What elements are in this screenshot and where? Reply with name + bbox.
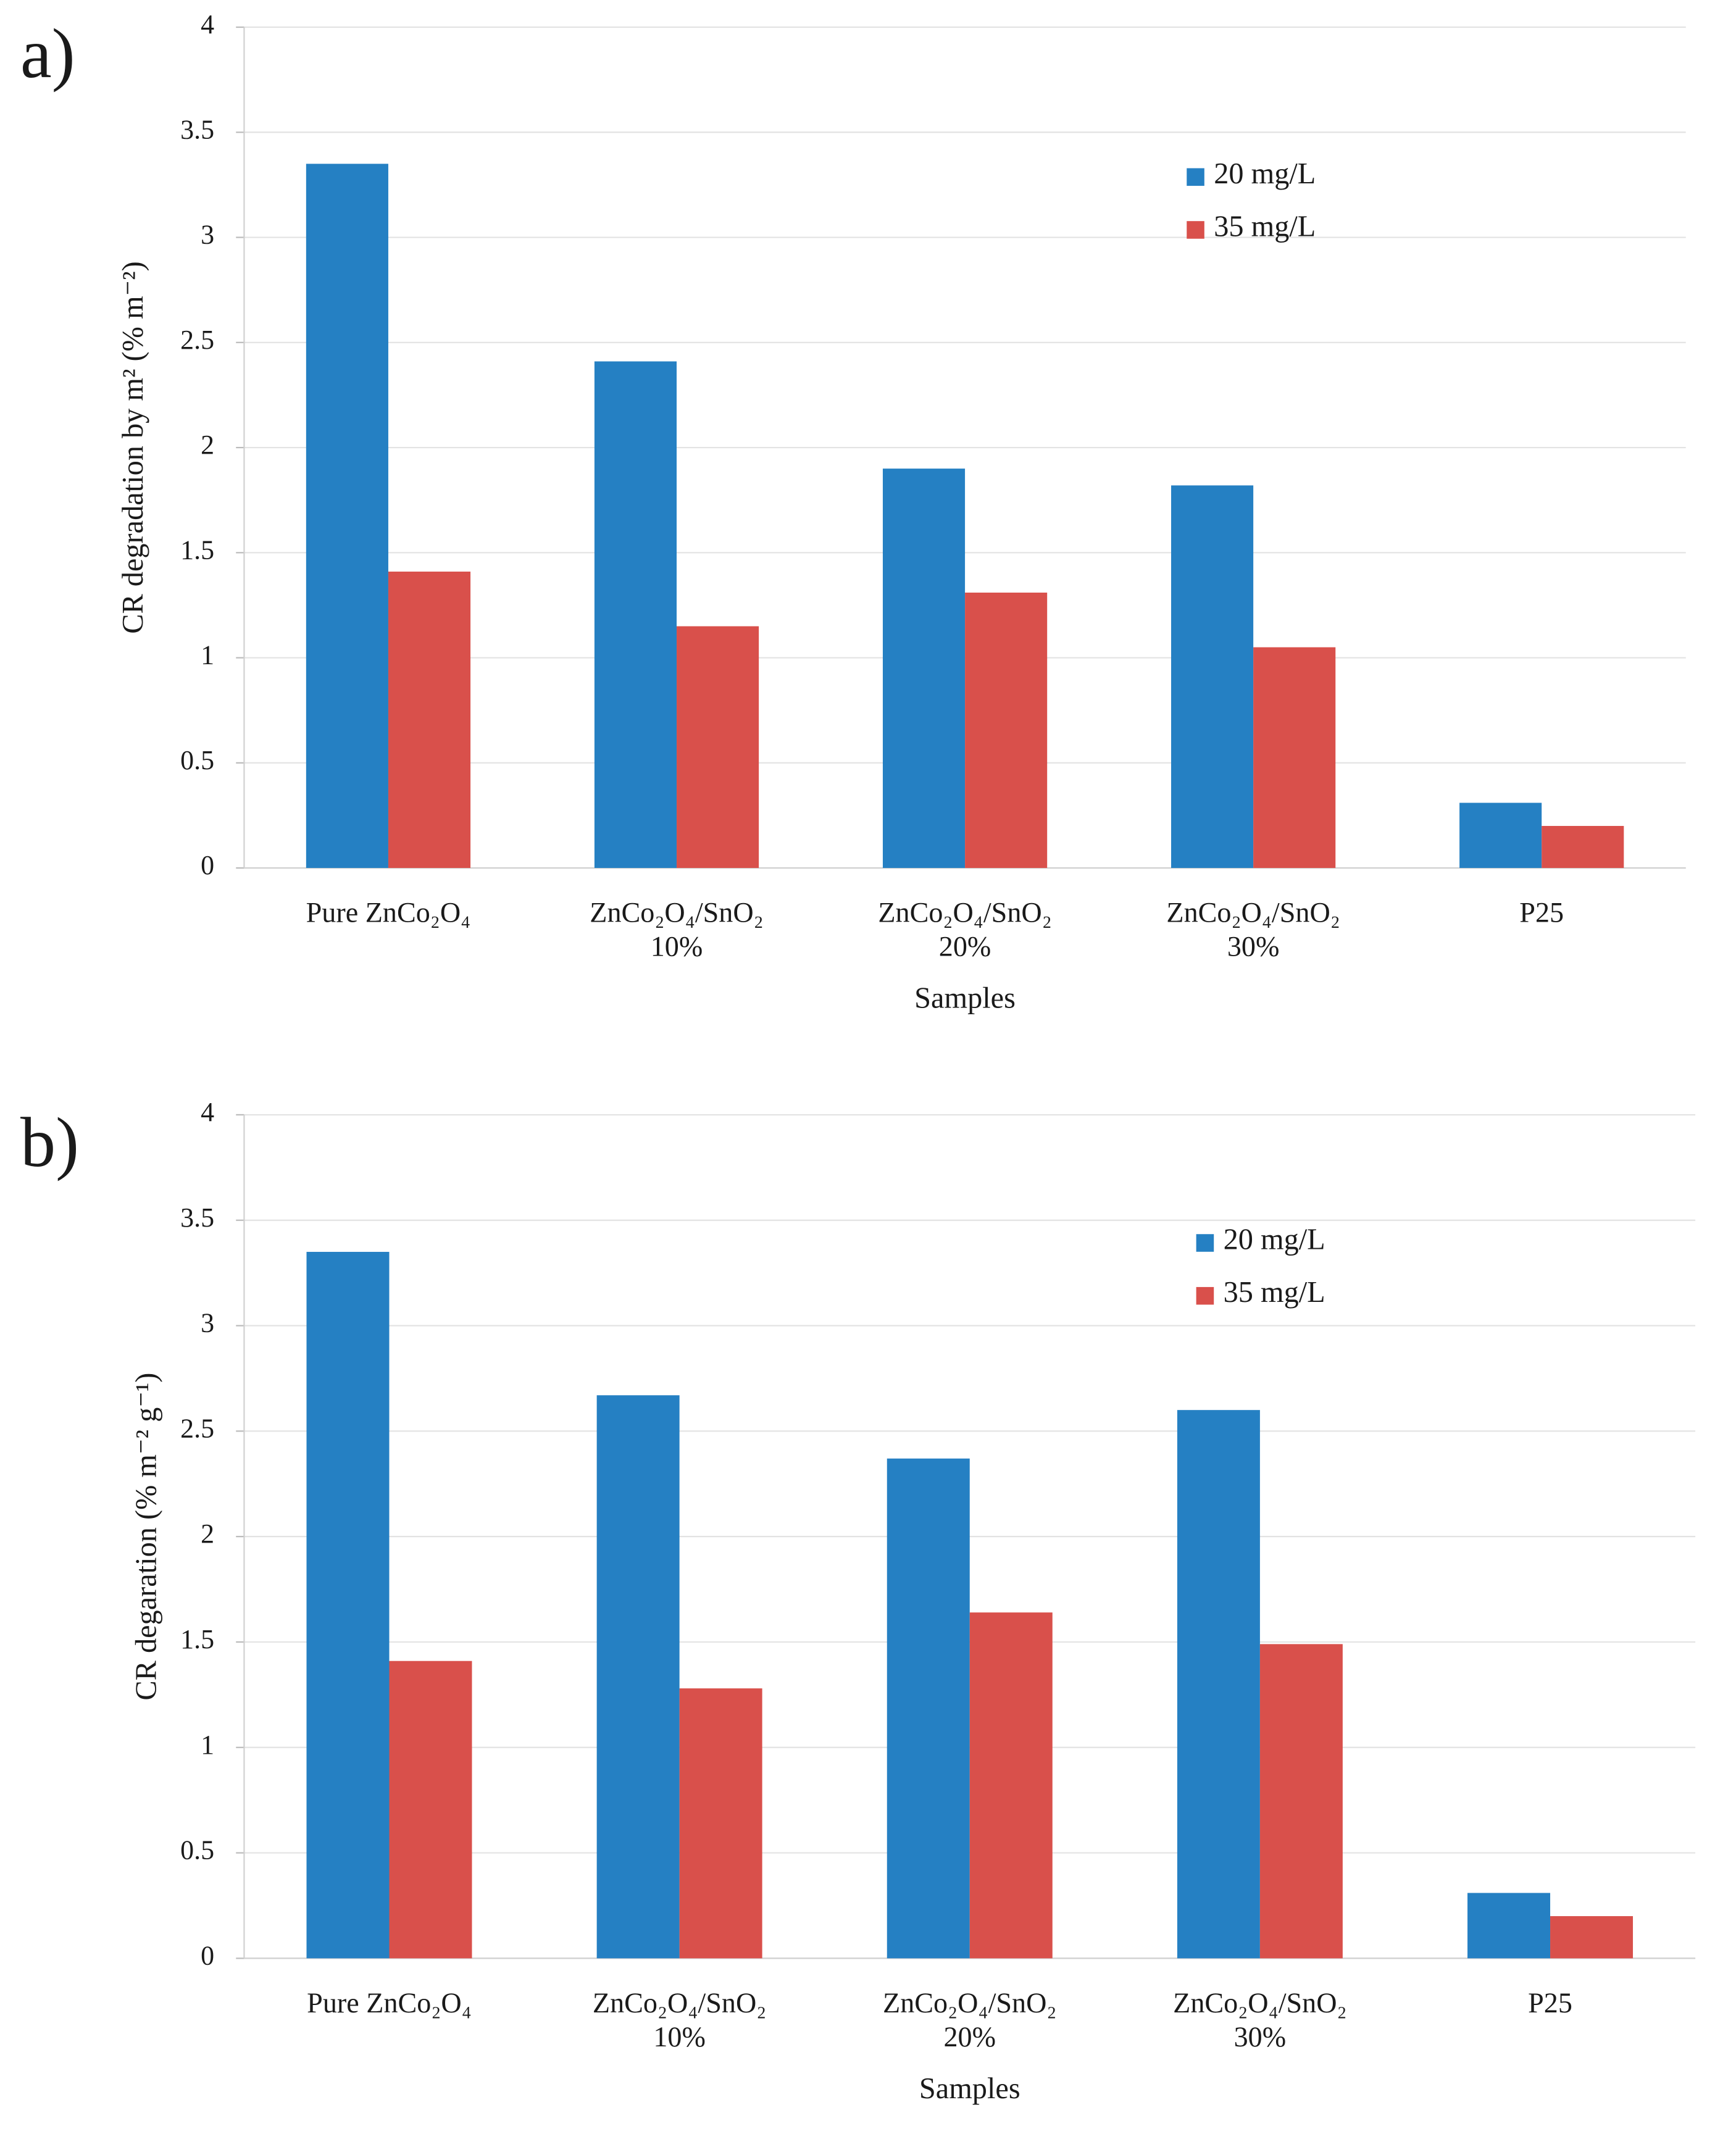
y-tick-label: 2 xyxy=(201,1519,214,1549)
y-tick-label: 2.5 xyxy=(180,1413,214,1443)
x-tick-label: 30% xyxy=(1227,930,1280,962)
legend-swatch xyxy=(1196,1286,1214,1305)
y-tick-label: 1 xyxy=(201,1730,214,1760)
x-tick-label: 30% xyxy=(1234,2021,1287,2053)
x-tick-label: Pure ZnCo₂O₄ xyxy=(306,897,471,928)
y-tick-label: 3.5 xyxy=(180,114,214,144)
x-tick-label: 20% xyxy=(943,2021,996,2053)
legend-label: 20 mg/L xyxy=(1224,1223,1325,1256)
y-tick-label: 0.5 xyxy=(180,1835,214,1865)
legend-swatch xyxy=(1196,1234,1214,1252)
y-tick-label: 4 xyxy=(201,9,214,40)
x-tick-label: ZnCo₂O₄/SnO₂ xyxy=(883,1987,1056,2019)
legend-label: 35 mg/L xyxy=(1224,1276,1325,1309)
y-tick-label: 2 xyxy=(201,430,214,460)
bar xyxy=(965,593,1048,869)
bar xyxy=(1171,485,1254,869)
bar xyxy=(1550,1916,1634,1959)
bar xyxy=(389,1661,472,1959)
y-tick-label: 0.5 xyxy=(180,745,214,775)
y-tick-label: 1 xyxy=(201,640,214,670)
x-tick-label: ZnCo₂O₄/SnO₂ xyxy=(1173,1987,1346,2019)
bar xyxy=(388,571,471,869)
y-tick-label: 0 xyxy=(201,1940,214,1970)
bar xyxy=(679,1688,762,1959)
bar xyxy=(882,469,966,869)
x-tick-label: P25 xyxy=(1528,1987,1572,2019)
y-axis-label: CR degaration (% m⁻² g⁻¹) xyxy=(130,1373,163,1701)
y-tick-label: 3.5 xyxy=(180,1203,214,1233)
legend-label: 20 mg/L xyxy=(1214,157,1316,190)
bar xyxy=(306,1251,390,1959)
x-tick-label: 10% xyxy=(651,930,703,962)
y-tick-label: 1.5 xyxy=(180,1624,214,1654)
bar xyxy=(306,164,388,869)
bar xyxy=(677,626,759,869)
x-axis-label: Samples xyxy=(919,2072,1020,2105)
x-axis-label: Samples xyxy=(914,982,1016,1014)
x-tick-label: P25 xyxy=(1519,897,1564,928)
x-tick-label: ZnCo₂O₄/SnO₂ xyxy=(593,1987,766,2019)
legend-label: 35 mg/L xyxy=(1214,210,1316,243)
panel-label: b) xyxy=(20,1103,79,1182)
y-tick-label: 0 xyxy=(201,850,214,880)
bar xyxy=(969,1612,1053,1959)
bar xyxy=(1177,1410,1260,1959)
x-tick-label: ZnCo₂O₄/SnO₂ xyxy=(878,897,1051,928)
y-tick-label: 2.5 xyxy=(180,325,214,355)
panel-label: a) xyxy=(20,14,75,93)
bar xyxy=(1467,1893,1551,1959)
bar xyxy=(887,1458,970,1959)
x-tick-label: Pure ZnCo₂O₄ xyxy=(307,1987,472,2019)
x-tick-label: 10% xyxy=(653,2021,706,2053)
x-tick-label: 20% xyxy=(939,930,991,962)
legend-swatch xyxy=(1187,168,1204,186)
y-axis-label: CR degradation by m² (% m⁻²) xyxy=(117,261,149,633)
bar xyxy=(1253,647,1336,869)
bar xyxy=(1259,1644,1343,1959)
bar xyxy=(594,361,677,869)
bar xyxy=(1459,802,1542,869)
y-tick-label: 4 xyxy=(201,1097,214,1127)
y-tick-label: 3 xyxy=(201,220,214,250)
x-tick-label: ZnCo₂O₄/SnO₂ xyxy=(1166,897,1340,928)
bar xyxy=(1542,825,1624,869)
bar xyxy=(596,1395,680,1959)
legend-swatch xyxy=(1187,221,1204,239)
y-tick-label: 3 xyxy=(201,1308,214,1338)
x-tick-label: ZnCo₂O₄/SnO₂ xyxy=(590,897,763,928)
y-tick-label: 1.5 xyxy=(180,535,214,565)
